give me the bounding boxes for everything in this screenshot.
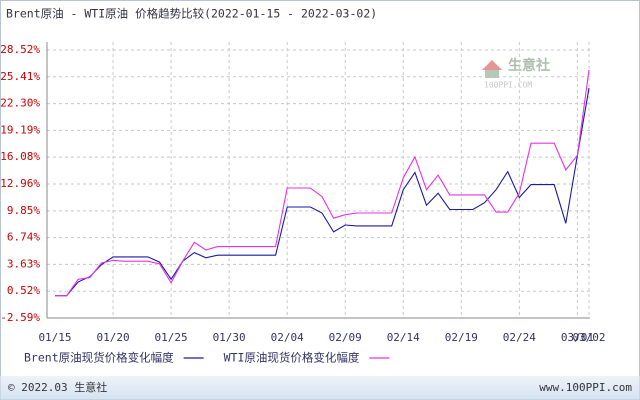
x-tick-label: 01/15 [38, 331, 71, 344]
x-tick-label: 01/20 [96, 331, 129, 344]
chart-title: Brent原油 - WTI原油 价格趋势比较(2022-01-15 - 2022… [6, 7, 377, 21]
y-tick-label: 19.19% [0, 123, 40, 136]
y-tick-label: 16.08% [0, 150, 40, 163]
series-line [55, 69, 590, 297]
x-tick-label: 01/25 [155, 331, 188, 344]
x-tick-label: 03/02 [572, 331, 605, 344]
x-tick-label: 01/30 [213, 331, 246, 344]
x-tick-label: 03/01 [561, 331, 594, 344]
watermark-site: 100PPI.COM [484, 81, 532, 90]
y-tick-label: 3.63% [7, 257, 40, 270]
legend-label: Brent原油现货价格变化幅度 [24, 351, 174, 365]
x-tick-label: 02/09 [329, 331, 362, 344]
y-tick-label: 6.74% [7, 231, 40, 244]
legend-label: WTI原油现货价格变化幅度 [224, 351, 360, 365]
footer-bar [0, 376, 640, 400]
y-tick-label: 0.52% [7, 284, 40, 297]
x-tick-label: 02/24 [503, 331, 536, 344]
x-tick-label: 02/04 [271, 331, 304, 344]
logo-body [485, 70, 499, 78]
footer-site: www.100PPI.com [539, 381, 632, 394]
footer-copyright: © 2022.03 生意社 [8, 380, 107, 394]
y-tick-label: 25.41% [0, 70, 40, 83]
x-tick-label: 02/14 [387, 331, 420, 344]
x-tick-label: 02/19 [445, 331, 478, 344]
watermark: 生意社 100PPI.COM [482, 57, 550, 90]
y-tick-label: -2.59% [0, 311, 40, 324]
y-tick-label: 22.30% [0, 97, 40, 110]
y-tick-label: 12.96% [0, 177, 40, 190]
watermark-name: 生意社 [508, 57, 550, 74]
y-tick-label: 9.85% [7, 204, 40, 217]
logo-roof [482, 60, 502, 70]
series-line [55, 88, 590, 297]
y-tick-label: 28.52% [0, 43, 40, 56]
